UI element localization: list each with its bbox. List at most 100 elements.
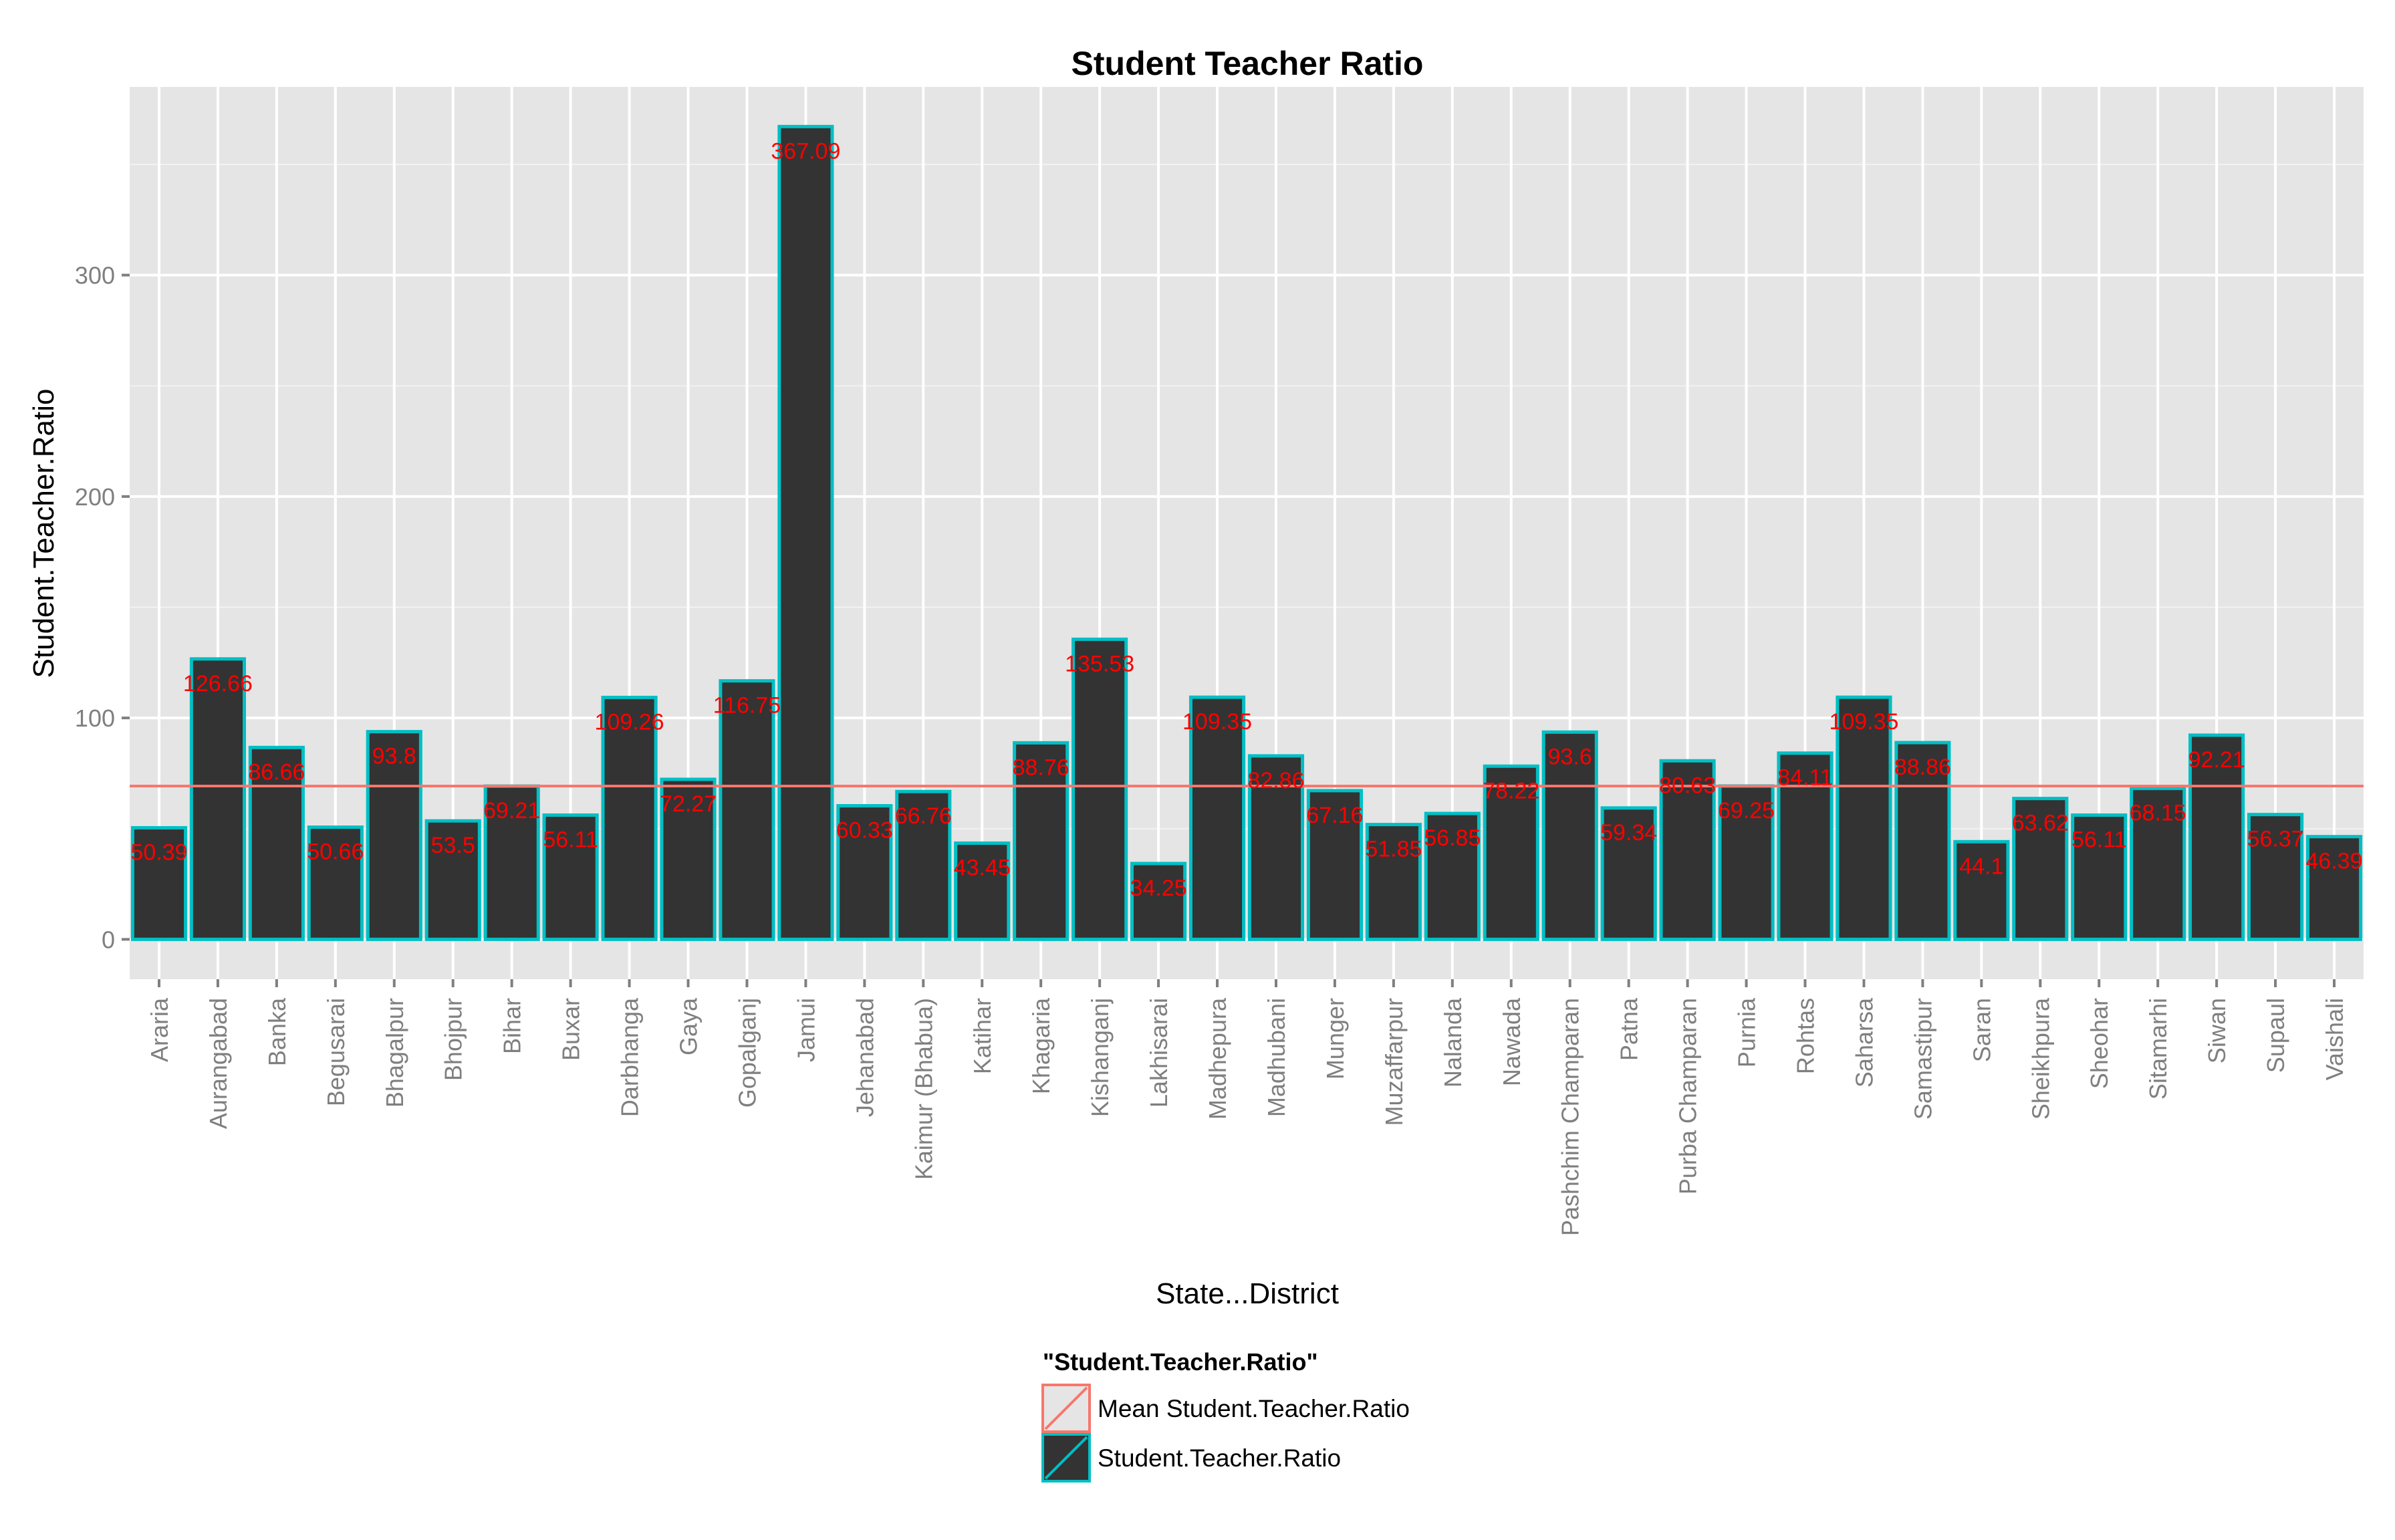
legend: "Student.Teacher.Ratio" Mean Student.Tea… bbox=[1041, 1348, 1410, 1483]
x-tick-label: Begusarai bbox=[322, 998, 350, 1106]
value-label: 93.6 bbox=[1548, 744, 1592, 769]
y-tick-label: 300 bbox=[75, 262, 115, 289]
bar bbox=[2188, 733, 2245, 941]
x-tick-label: Aurangabad bbox=[205, 998, 232, 1129]
value-label: 116.75 bbox=[713, 693, 781, 719]
value-label: 92.21 bbox=[2188, 747, 2245, 773]
bar bbox=[307, 825, 364, 941]
bar bbox=[130, 825, 188, 941]
x-tick-label: Sheohar bbox=[2086, 998, 2113, 1089]
x-axis-title: State...District bbox=[1156, 1277, 1339, 1310]
x-tick-label: Rohtas bbox=[1792, 998, 1819, 1074]
y-tick-label: 0 bbox=[102, 926, 115, 953]
bar bbox=[248, 745, 305, 941]
bar bbox=[1306, 789, 1363, 941]
x-tick-label: Madhubani bbox=[1263, 998, 1290, 1117]
value-label: 126.66 bbox=[183, 671, 253, 696]
value-label: 56.11 bbox=[2071, 827, 2127, 852]
y-axis: 0 100 200 300 bbox=[75, 262, 130, 953]
x-tick-label: Supaul bbox=[2262, 998, 2289, 1073]
x-tick-label: Madhepura bbox=[1204, 997, 1231, 1120]
x-tick-label: Kaimur (Bhabua) bbox=[910, 998, 937, 1180]
bar bbox=[1600, 806, 1657, 941]
x-tick-label: Purba Champaran bbox=[1674, 998, 1702, 1194]
x-tick-label: Purnia bbox=[1733, 997, 1761, 1067]
y-tick-label: 100 bbox=[75, 704, 115, 732]
bar bbox=[1953, 840, 2010, 941]
value-label: 66.76 bbox=[895, 803, 952, 829]
legend-label-ratio: Student.Teacher.Ratio bbox=[1098, 1444, 1341, 1472]
value-label: 67.16 bbox=[1306, 803, 1363, 828]
value-label: 56.85 bbox=[1424, 825, 1481, 851]
value-label: 109.26 bbox=[595, 709, 664, 735]
bar bbox=[542, 813, 599, 941]
legend-key-ratio-slash bbox=[1044, 1436, 1088, 1480]
bar bbox=[1777, 751, 1834, 941]
value-label: 86.66 bbox=[248, 759, 305, 785]
legend-key-mean-slash bbox=[1044, 1386, 1088, 1430]
x-tick-label: Munger bbox=[1321, 998, 1349, 1079]
value-label: 56.37 bbox=[2247, 827, 2304, 852]
value-label: 43.45 bbox=[954, 855, 1011, 880]
legend-label-mean: Mean Student.Teacher.Ratio bbox=[1098, 1395, 1410, 1422]
value-label: 82.86 bbox=[1247, 768, 1304, 793]
value-label: 80.63 bbox=[1659, 773, 1716, 798]
value-label: 69.25 bbox=[1718, 798, 1775, 823]
bar bbox=[1541, 730, 1598, 941]
x-tick-label: Saharsa bbox=[1850, 997, 1878, 1087]
value-label: 109.35 bbox=[1829, 709, 1898, 735]
value-label: 34.25 bbox=[1130, 876, 1187, 901]
x-tick-label: Muzaffarpur bbox=[1380, 998, 1408, 1126]
value-label: 135.53 bbox=[1065, 651, 1134, 676]
value-label: 50.66 bbox=[307, 840, 364, 865]
bar bbox=[1894, 741, 1951, 941]
bar bbox=[777, 124, 834, 941]
chart-title: Student Teacher Ratio bbox=[1072, 45, 1424, 82]
bar bbox=[1365, 823, 1422, 941]
bar bbox=[719, 679, 775, 941]
bar bbox=[895, 789, 952, 941]
bar bbox=[366, 730, 422, 941]
value-label: 69.21 bbox=[483, 798, 540, 823]
value-label: 68.15 bbox=[2130, 801, 2186, 826]
bar bbox=[1483, 764, 1539, 941]
x-tick-label: Jamui bbox=[792, 998, 820, 1062]
x-tick-label: Lakhisarai bbox=[1145, 998, 1172, 1108]
x-tick-label: Khagaria bbox=[1027, 997, 1055, 1094]
x-tick-label: Vaishali bbox=[2321, 998, 2348, 1080]
value-label: 56.11 bbox=[543, 827, 598, 852]
x-tick-label: Gopalganj bbox=[733, 998, 761, 1108]
value-label: 63.62 bbox=[2012, 811, 2069, 836]
bar bbox=[954, 841, 1011, 941]
x-tick-label: Bhagalpur bbox=[381, 998, 408, 1108]
bar bbox=[189, 657, 246, 941]
bar bbox=[601, 695, 658, 941]
bar bbox=[2012, 797, 2069, 941]
x-tick-label: Samastipur bbox=[1909, 998, 1936, 1120]
value-label: 59.34 bbox=[1600, 820, 1657, 846]
x-tick-label: Nalanda bbox=[1439, 997, 1467, 1087]
bar bbox=[1072, 637, 1128, 941]
bar bbox=[1188, 695, 1246, 941]
x-tick-label: Saran bbox=[1968, 998, 1995, 1062]
bar bbox=[1836, 695, 1892, 941]
y-axis-title: Student.Teacher.Ratio bbox=[27, 389, 60, 678]
bar bbox=[1013, 741, 1069, 941]
x-tick-label: Buxar bbox=[557, 998, 585, 1061]
x-tick-label: Bhojpur bbox=[440, 998, 467, 1081]
x-tick-label: Sheikhpura bbox=[2027, 997, 2054, 1120]
x-tick-label: Nawada bbox=[1498, 997, 1525, 1086]
value-label: 78.22 bbox=[1483, 778, 1539, 803]
value-label: 60.33 bbox=[836, 818, 893, 844]
value-label: 72.27 bbox=[660, 791, 717, 817]
x-tick-label: Darbhanga bbox=[616, 997, 644, 1117]
x-tick-label: Patna bbox=[1616, 997, 1643, 1061]
bar bbox=[2305, 835, 2363, 941]
x-tick-label: Katihar bbox=[969, 998, 996, 1074]
value-label: 84.11 bbox=[1777, 765, 1833, 791]
x-tick-label: Bihar bbox=[499, 998, 526, 1054]
bar bbox=[483, 784, 540, 941]
x-tick-label: Siwan bbox=[2203, 998, 2231, 1063]
value-labels-layer: 50.39126.6686.6650.6693.853.569.2156.111… bbox=[130, 138, 2362, 901]
